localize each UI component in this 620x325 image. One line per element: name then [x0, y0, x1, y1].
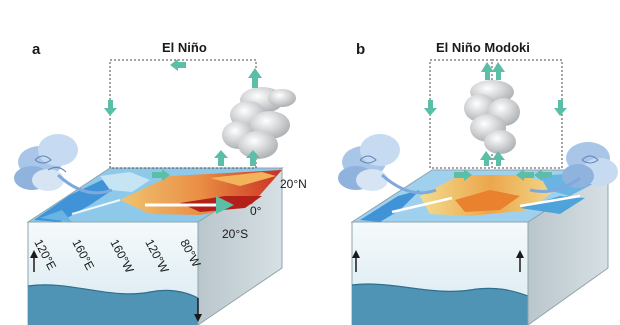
panel-a: a El Niño 120°E 160°E 160°W 120°W 80°W 2… [14, 40, 307, 325]
panel-a-lat-eq: 0° [250, 204, 262, 218]
panel-a-lat-20s: 20°S [222, 227, 248, 241]
panel-a-left-cloud-icon [14, 134, 78, 191]
panel-b-circulation-arrows [424, 62, 567, 181]
panel-a-letter: a [32, 41, 41, 58]
panel-b-right-cloud-icon [562, 142, 618, 188]
panel-a-title: El Niño [162, 40, 207, 55]
panel-b-left-cloud-icon [338, 134, 400, 191]
panel-b: b El Niño Modoki [338, 40, 618, 325]
panel-b-thermocline [352, 284, 528, 325]
panel-a-convection-cloud-icon [222, 87, 296, 159]
panel-b-letter: b [356, 41, 365, 58]
panel-a-lat-20n: 20°N [280, 177, 307, 191]
panel-b-convection-cloud-icon [464, 80, 520, 154]
panel-b-title: El Niño Modoki [436, 40, 530, 55]
panel-a-circulation-arrows [104, 59, 262, 181]
panel-a-thermocline [28, 284, 198, 325]
